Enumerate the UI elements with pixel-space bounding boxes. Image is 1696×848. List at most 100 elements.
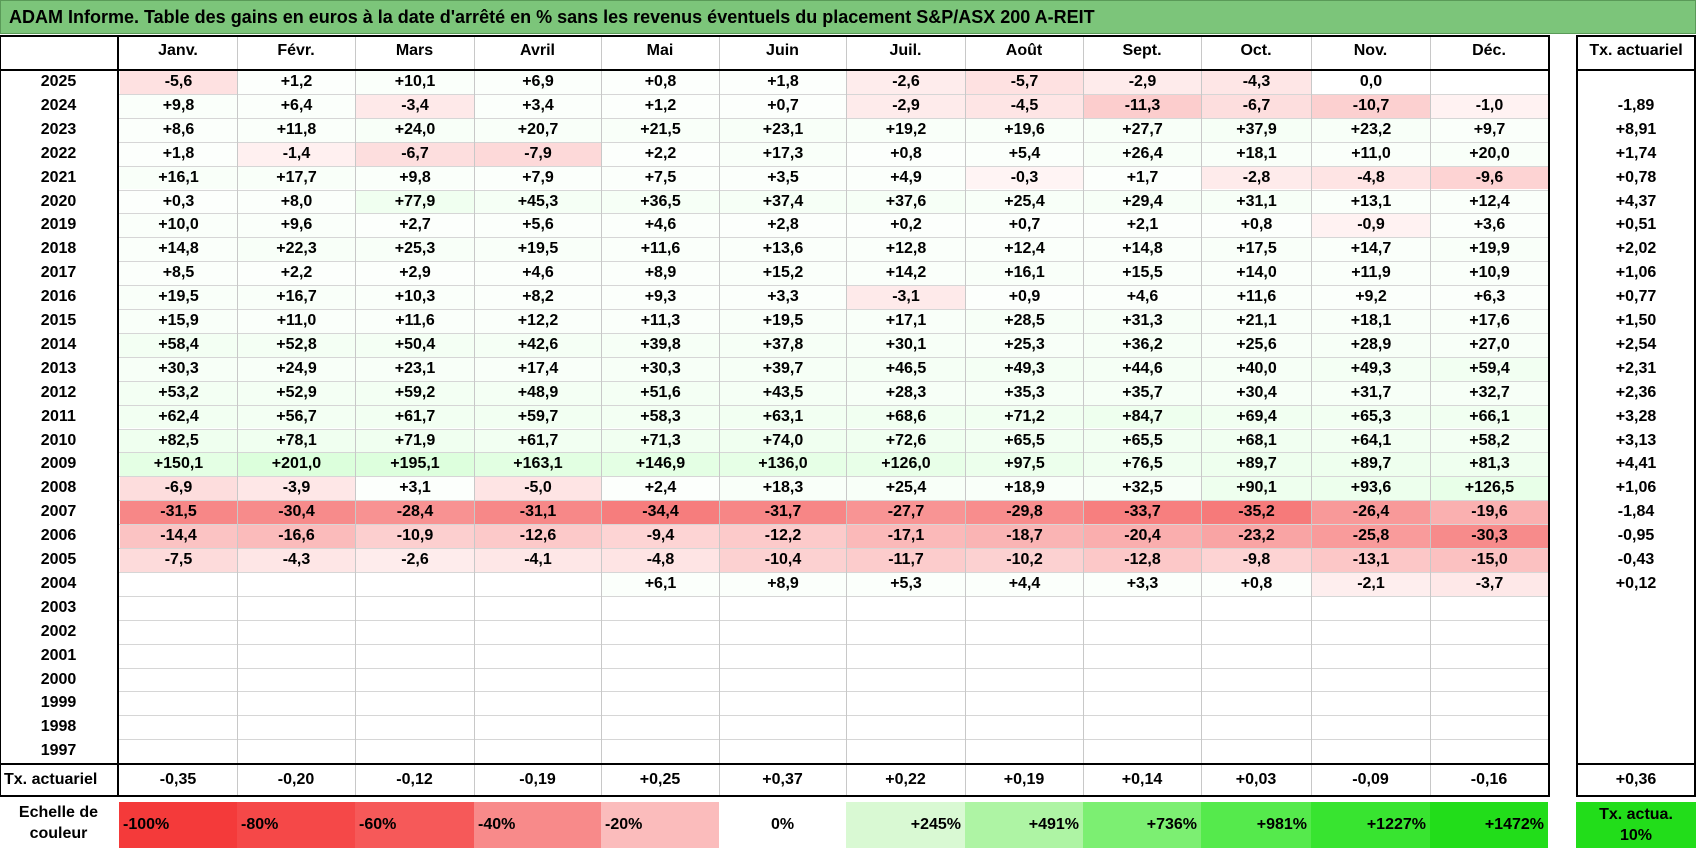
month-return-cell <box>120 692 237 715</box>
month-return-cell: +65,5 <box>1084 429 1201 453</box>
month-return-cell: -11,7 <box>847 549 965 572</box>
month-return-cell: -2,9 <box>1084 71 1201 94</box>
month-return-cell <box>356 716 474 739</box>
month-return-cell: -30,3 <box>1431 525 1548 548</box>
month-return-cell: +10,1 <box>356 71 474 94</box>
month-return-cell: +12,4 <box>1431 190 1548 214</box>
year-label: 2004 <box>40 574 77 592</box>
annual-scale-swatch: Tx. actua. 10% <box>1576 802 1696 848</box>
row-divider <box>119 117 1548 119</box>
month-return-cell: -3,4 <box>356 94 474 118</box>
month-return-cell: +78,1 <box>238 429 355 453</box>
month-return-cell: +8,9 <box>720 572 846 596</box>
month-return-cell <box>1084 621 1201 644</box>
month-return-cell: -3,7 <box>1431 572 1548 596</box>
month-return-cell: +16,7 <box>238 286 355 309</box>
month-return-cell: +10,3 <box>356 286 474 309</box>
month-return-cell: +11,6 <box>1202 286 1311 309</box>
month-return-cell: -1,0 <box>1431 94 1548 118</box>
month-return-cell <box>847 716 965 739</box>
month-return-cell <box>1312 597 1430 620</box>
month-return-cell: +8,2 <box>475 286 601 309</box>
month-return-cell <box>1312 621 1430 644</box>
year-label: 2002 <box>40 622 77 640</box>
column-divider <box>1083 36 1084 796</box>
month-return-cell: +2,7 <box>356 214 474 238</box>
row-divider <box>119 691 1548 693</box>
annual-rate-cell: +0,12 <box>1615 574 1657 592</box>
month-return-cell: +71,9 <box>356 429 474 453</box>
year-label: 2019 <box>40 216 77 234</box>
month-return-cell: +37,9 <box>1202 118 1311 142</box>
month-return-cell: +3,3 <box>720 286 846 309</box>
month-return-cell: +19,5 <box>120 286 237 309</box>
month-header: Sept. <box>1122 42 1162 59</box>
month-return-cell <box>720 621 846 644</box>
month-return-cell <box>720 692 846 715</box>
month-return-cell: +49,3 <box>1312 357 1430 381</box>
month-return-cell: +5,4 <box>966 142 1083 166</box>
month-return-cell: +39,8 <box>602 333 719 357</box>
month-return-cell: +64,1 <box>1312 429 1430 453</box>
month-return-cell: +19,2 <box>847 118 965 142</box>
month-return-cell: +150,1 <box>120 453 237 477</box>
month-return-cell: -35,2 <box>1202 501 1311 525</box>
month-return-cell: +3,3 <box>1084 572 1201 596</box>
annual-top-border <box>1576 35 1696 37</box>
row-divider <box>119 356 1548 358</box>
month-return-cell: +32,7 <box>1431 381 1548 405</box>
month-return-cell <box>238 716 355 739</box>
month-return-cell: +37,4 <box>720 190 846 214</box>
month-return-cell: -33,7 <box>1084 501 1201 525</box>
month-return-cell: +31,1 <box>1202 190 1311 214</box>
month-return-cell: -3,9 <box>238 477 355 501</box>
month-return-cell: -4,3 <box>1202 71 1311 94</box>
month-return-cell: -3,1 <box>847 286 965 309</box>
row-divider <box>119 715 1548 717</box>
year-label: 2003 <box>40 598 77 616</box>
month-return-cell: -6,9 <box>120 477 237 501</box>
month-return-cell: +14,8 <box>120 238 237 262</box>
month-return-cell: +11,9 <box>1312 262 1430 286</box>
month-return-cell: +9,3 <box>602 286 719 309</box>
month-return-cell: +6,3 <box>1431 286 1548 309</box>
month-return-cell: +28,9 <box>1312 333 1430 357</box>
month-return-cell: +18,9 <box>966 477 1083 501</box>
month-return-cell: +62,4 <box>120 405 237 429</box>
month-return-cell: +21,1 <box>1202 310 1311 333</box>
month-return-cell: +20,7 <box>475 118 601 142</box>
month-return-cell <box>238 645 355 668</box>
row-divider <box>119 739 1548 741</box>
month-return-cell: +163,1 <box>475 453 601 477</box>
month-return-cell: +19,6 <box>966 118 1083 142</box>
year-label: 2015 <box>40 312 77 329</box>
row-divider <box>119 285 1548 287</box>
year-label: 2022 <box>40 144 77 162</box>
month-return-cell: +1,7 <box>1084 166 1201 190</box>
year-label: 2018 <box>40 240 77 258</box>
row-divider <box>119 93 1548 95</box>
month-return-cell: +126,5 <box>1431 477 1548 501</box>
annual-rate-cell: +1,74 <box>1615 144 1657 162</box>
color-scale-swatch: -100% <box>119 802 237 848</box>
month-return-cell: +11,0 <box>238 310 355 333</box>
annual-rate-cell: -0,43 <box>1617 551 1655 568</box>
color-scale-swatch: +491% <box>965 802 1083 848</box>
month-return-cell: +4,6 <box>602 214 719 238</box>
month-return-cell: +2,2 <box>238 262 355 286</box>
month-return-cell: -29,8 <box>966 501 1083 525</box>
row-divider <box>119 548 1548 549</box>
month-return-cell: +58,4 <box>120 333 237 357</box>
month-return-cell <box>120 645 237 668</box>
month-return-cell <box>1084 597 1201 620</box>
month-return-cell: +1,2 <box>238 71 355 94</box>
month-return-cell <box>602 621 719 644</box>
row-divider <box>119 332 1548 334</box>
month-return-cell: +0,8 <box>847 142 965 166</box>
month-return-cell: -7,9 <box>475 142 601 166</box>
month-return-cell <box>1431 692 1548 715</box>
month-return-cell <box>1202 740 1311 763</box>
month-return-cell <box>602 692 719 715</box>
month-return-cell <box>966 692 1083 715</box>
month-return-cell: +51,6 <box>602 381 719 405</box>
